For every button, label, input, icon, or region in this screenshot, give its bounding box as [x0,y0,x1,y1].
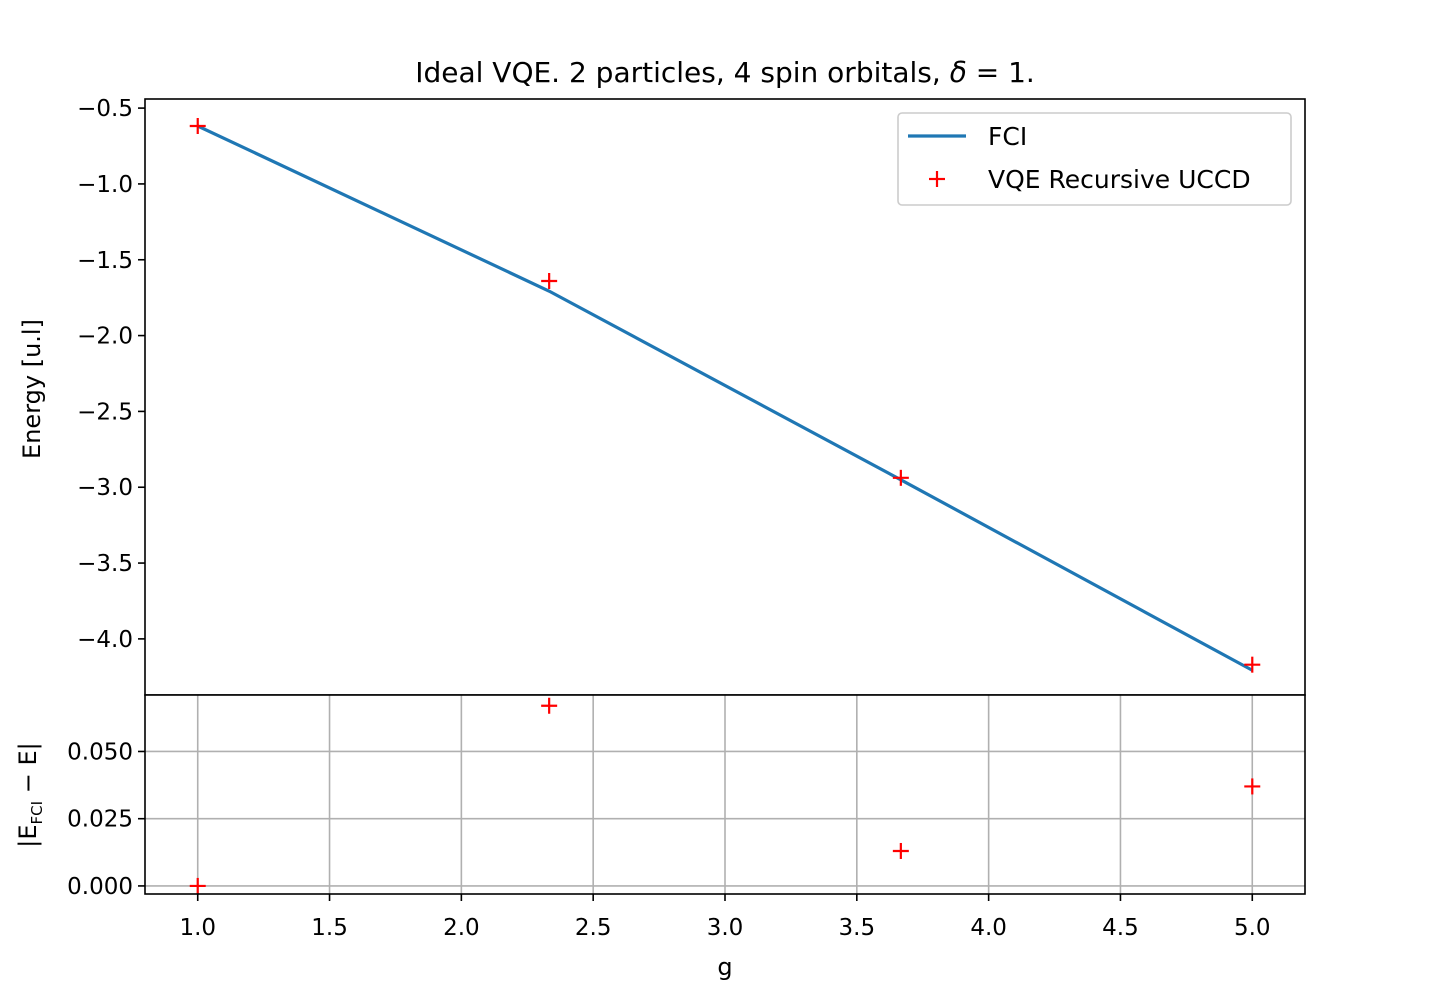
error-y-tick-label-1: 0.025 [67,807,133,833]
energy-series-1-point-3 [1244,656,1261,673]
energy-y-tick-label-1: −1.0 [77,172,133,198]
x-tick-label-4: 3.0 [707,915,744,941]
x-tick-label-5: 3.5 [839,915,876,941]
energy-y-tick-label-0: −0.5 [77,96,133,122]
error-series-0-point-2 [892,842,909,859]
error-panel: 0.000 0.025 0.050 1.0 1.5 2.0 2.5 3.0 3.5 4.0 4.5 5… [67,694,1306,941]
energy-series-1-point-2 [892,469,909,486]
legend-plus-marker [929,171,945,187]
legend-box [897,112,1292,206]
energy-y-tick-label-3: −2.0 [77,324,133,350]
chart-title: Ideal VQE. 2 particles, 4 spin orbitals,… [415,56,1035,89]
x-tick-label-0: 1.0 [179,915,216,941]
energy-series-line-0 [197,124,1254,672]
error-axes-frame [144,694,1306,895]
x-tick-label-7: 4.5 [1102,915,1139,941]
energy-y-tick-label-4: −2.5 [77,399,133,425]
energy-y-tick-label-6: −3.5 [77,551,133,577]
x-tick-label-6: 4.0 [970,915,1007,941]
error-y-tick-label-0: 0.000 [67,874,133,900]
energy-y-tick-label-2: −1.5 [77,248,133,274]
x-tick-label-2: 2.0 [443,915,480,941]
x-tick-label-8: 5.0 [1234,915,1271,941]
y-axis-label-error: |EFCI − E| [14,742,46,847]
energy-series-1-point-0 [189,117,206,134]
energy-series-1-point-1 [541,272,558,289]
x-axis-label: g [717,953,732,981]
x-tick-label-3: 2.5 [575,915,612,941]
legend-label-0: FCI [988,122,1027,151]
legend: FCI VQE Recursive UCCD [897,112,1292,206]
energy-y-tick-label-5: −3.0 [77,475,133,501]
error-series-0-point-0 [189,877,206,894]
legend-label-1: VQE Recursive UCCD [988,165,1251,194]
error-y-tick-label-2: 0.050 [67,739,133,765]
error-series-0-point-1 [541,697,558,714]
x-tick-label-1: 1.5 [311,915,348,941]
error-series-0-point-3 [1244,778,1261,795]
energy-y-tick-label-7: −4.0 [77,627,133,653]
y-axis-label-energy: Energy [u.l] [18,319,46,459]
